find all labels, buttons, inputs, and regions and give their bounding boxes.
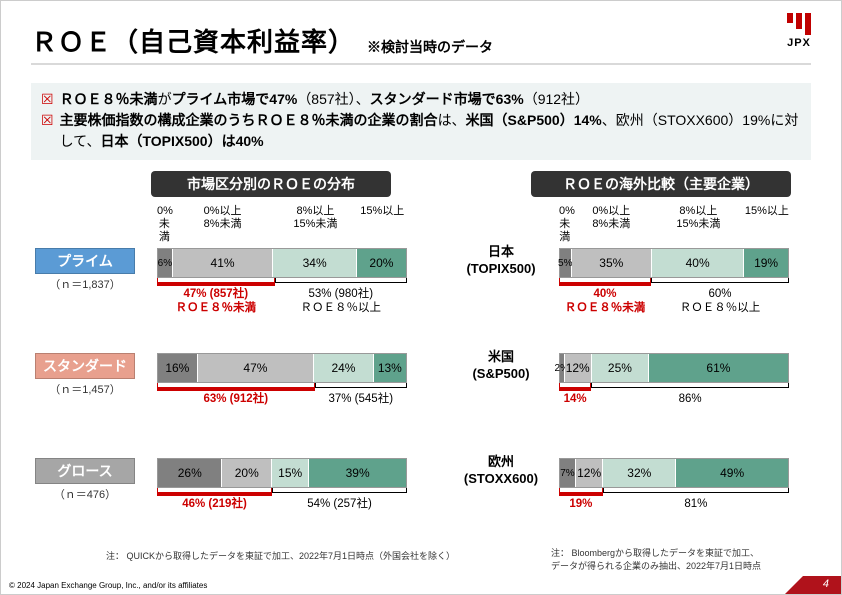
category-label: グロース （ｎ＝476） [35, 458, 135, 502]
bar-segment: 7% [560, 459, 576, 487]
bracket-label: 86% [591, 387, 789, 406]
bracket-row: 63% (912社)37% (545社) [157, 387, 407, 406]
right-legend: 0%未満0%以上 8%未満8%以上 15%未満15%以上 [559, 205, 789, 245]
summary-box: ☒ ＲＯＥ８％未満がプライム市場で47%（857社）、スタンダード市場で63%（… [31, 83, 811, 160]
bracket-label: 54% (257社) [272, 492, 407, 511]
bracket-row: 46% (219社)54% (257社) [157, 492, 407, 511]
left-section-title: 市場区分別のＲＯＥの分布 [151, 171, 391, 197]
category-label: プライム （ｎ＝1,837） [35, 248, 135, 292]
bar-segment: 47% [198, 354, 315, 382]
bar-segment: 41% [173, 249, 274, 277]
bracket-label: 81% [603, 492, 789, 511]
bar-segment: 6% [158, 249, 173, 277]
bracket-label: 19% [559, 492, 603, 511]
legend-label: 0%未満 [559, 205, 571, 245]
legend-label: 8%以上 15%未満 [273, 205, 357, 245]
stacked-bar: 16%47%24%13% [157, 353, 407, 383]
page-subtitle: ※検討当時のデータ [367, 37, 493, 63]
comparison-label: 欧州(STOXX600) [451, 454, 551, 488]
category-n: （ｎ＝1,837） [35, 276, 135, 292]
summary-line-1: ☒ ＲＯＥ８％未満がプライム市場で47%（857社）、スタンダード市場で63%（… [41, 89, 801, 110]
bar-segment: 25% [592, 354, 649, 382]
bracket-label: 47% (857社)ＲＯＥ８％未満 [157, 282, 275, 316]
bar-segment: 32% [603, 459, 676, 487]
legend-label: 0%以上 8%未満 [571, 205, 652, 245]
stacked-bar: 7%12%32%49% [559, 458, 789, 488]
bracket-label: 14% [559, 387, 591, 406]
bracket-row: 14%86% [559, 387, 789, 406]
bar-segment: 39% [309, 459, 406, 487]
bar-segment: 13% [374, 354, 406, 382]
right-section-title: ＲＯＥの海外比較（主要企業） [531, 171, 791, 197]
bracket-label: 40%ＲＯＥ８％未満 [559, 282, 651, 316]
bracket-row: 40%ＲＯＥ８％未満60%ＲＯＥ８％以上 [559, 282, 789, 316]
header: ＲＯＥ（自己資本利益率） ※検討当時のデータ JPX [31, 15, 811, 65]
left-footnote: 注： QUICKから取得したデータを東証で加工、2022年7月1日時点（外国会社… [106, 549, 455, 562]
bullet-icon: ☒ [41, 89, 54, 110]
comparison-label: 日本(TOPIX500) [451, 244, 551, 278]
copyright: © 2024 Japan Exchange Group, Inc., and/o… [9, 581, 207, 590]
bar-segment: 5% [560, 249, 572, 277]
legend-label: 8%以上 15%未満 [652, 205, 745, 245]
legend-label: 0%以上 8%未満 [172, 205, 273, 245]
bar-segment: 16% [158, 354, 198, 382]
bracket-label: 37% (545社) [315, 387, 408, 406]
logo-text: JPX [787, 37, 811, 49]
category-box: プライム [35, 248, 135, 274]
left-legend: 0%未満0%以上 8%未満8%以上 15%未満15%以上 [157, 205, 407, 245]
bracket-label: 60%ＲＯＥ８％以上 [651, 282, 789, 316]
bracket-row: 47% (857社)ＲＯＥ８％未満53% (980社)ＲＯＥ８％以上 [157, 282, 407, 316]
bar-segment: 49% [676, 459, 788, 487]
bar-segment: 12% [565, 354, 592, 382]
bar-segment: 15% [272, 459, 309, 487]
jpx-logo: JPX [787, 13, 811, 49]
legend-label: 0%未満 [157, 205, 172, 245]
right-footnote: 注： Bloombergから取得したデータを東証で加工、 データが得られる企業の… [551, 546, 761, 572]
bar-segment: 20% [222, 459, 272, 487]
bar-segment: 19% [744, 249, 788, 277]
comparison-label: 米国(S&P500) [451, 349, 551, 383]
category-n: （ｎ＝1,457） [35, 381, 135, 397]
category-box: グロース [35, 458, 135, 484]
legend-label: 15%以上 [357, 205, 407, 245]
page-title: ＲＯＥ（自己資本利益率） [31, 22, 355, 63]
legend-label: 15%以上 [745, 205, 789, 245]
bar-segment: 24% [314, 354, 374, 382]
stacked-bar: 6%41%34%20% [157, 248, 407, 278]
bar-segment: 40% [652, 249, 744, 277]
bar-segment: 35% [572, 249, 653, 277]
category-label: スタンダード （ｎ＝1,457） [35, 353, 135, 397]
stacked-bar: 2%12%25%61% [559, 353, 789, 383]
bar-segment: 61% [649, 354, 788, 382]
bar-segment: 12% [576, 459, 603, 487]
category-box: スタンダード [35, 353, 135, 379]
stacked-bar: 26%20%15%39% [157, 458, 407, 488]
stacked-bar: 5%35%40%19% [559, 248, 789, 278]
bar-segment: 26% [158, 459, 222, 487]
bullet-icon: ☒ [41, 110, 54, 152]
page-number: 4 [785, 576, 841, 594]
bar-segment: 20% [357, 249, 406, 277]
bracket-label: 53% (980社)ＲＯＥ８％以上 [275, 282, 408, 316]
bracket-label: 46% (219社) [157, 492, 272, 511]
summary-line-2: ☒ 主要株価指数の構成企業のうちＲＯＥ８％未満の企業の割合は、米国（S&P500… [41, 110, 801, 152]
bracket-row: 19%81% [559, 492, 789, 511]
bracket-label: 63% (912社) [157, 387, 315, 406]
category-n: （ｎ＝476） [35, 486, 135, 502]
bar-segment: 34% [273, 249, 356, 277]
